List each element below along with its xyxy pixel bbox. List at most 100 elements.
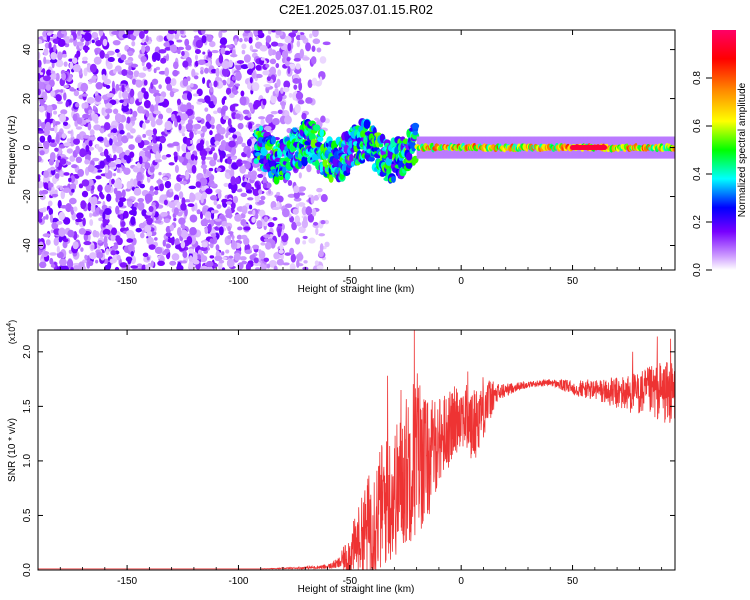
colorbar-gradient [712,30,736,270]
spectrogram-cell [110,233,116,242]
snr-x-axis: -150 -100 -50 0 50 [59,330,663,587]
spectrogram-cell [205,188,213,195]
spectrogram-cell [318,249,324,258]
spectrogram-cell [77,168,85,177]
spectrogram-cell [292,91,297,101]
spectrogram-cell [141,44,146,54]
spectrogram-cell [62,187,71,193]
spectrogram-cell [293,84,298,90]
spectrogram-cell [145,129,154,137]
spectrogram-cell [119,129,125,135]
snr-y-axis-label: SNR (10 * v/v) [7,418,18,482]
spectrogram-cell [225,249,230,254]
spectrogram-cell [173,151,178,157]
spectrogram-cell [200,66,204,71]
spectrogram-cell [281,208,290,218]
spectrogram-cell [245,263,252,270]
spectrogram-cell [244,30,251,34]
spectrogram-cell [108,162,117,168]
spectrogram-cell [272,217,278,221]
spectrogram-cell [75,145,80,155]
spectrogram-cell [292,78,301,84]
spectrogram-cell [89,252,97,260]
spectrogram-cell [194,192,203,201]
spectrogram-cell [158,84,162,90]
spectrogram-cell [91,75,98,80]
spectrogram-cell [88,179,94,186]
spectrogram-cell [59,113,66,123]
spectrogram-cell [105,108,113,114]
spectrogram-cell [278,249,284,254]
spectrogram-cell [228,59,233,68]
spectrogram-cell [150,260,154,267]
spectrogram-cell [69,155,76,162]
x-tick-label: -150 [117,276,137,287]
spectrogram-cell [169,188,173,193]
spectrogram-cell [72,113,78,122]
spectrogram-cell [316,187,323,193]
spectrogram-cell [111,80,115,90]
spectrogram-cell [80,82,89,93]
spectrogram-cell [197,59,206,65]
spectrogram-cell [130,255,137,265]
y-tick-label: -20 [22,189,33,204]
spectrogram-cell [176,39,183,43]
spectrogram-cell [42,233,51,238]
spectrogram-cell [227,118,232,127]
spectrogram-cell [213,199,218,206]
spectrogram-cell [308,237,316,244]
spectrogram-cell [53,237,59,246]
spectrogram-cell [109,137,113,146]
spectrogram-cell [288,32,297,38]
spectrogram-cell [138,222,147,229]
spectrogram-cell [287,180,293,187]
spectrogram-cell [186,76,191,82]
spectrogram-cell [138,155,143,165]
spectrogram-cell [281,50,289,59]
spectrogram-cell [202,51,206,55]
spectrogram-cell [242,32,249,37]
spectrogram-cell [411,122,420,130]
spectrogram-cell [131,41,136,47]
spectrogram-cell [296,221,302,227]
spectrogram-cell [378,143,384,148]
spectrogram-cell [241,142,246,148]
spectrogram-cell [148,205,154,213]
spectrogram-cell [88,140,93,147]
spectrogram-cell [171,240,175,246]
spectrogram-cell [302,216,308,225]
spectrogram-cell [276,258,284,266]
spectrogram-cell [225,44,233,48]
spectrogram-cell [87,164,95,173]
spectrogram-cell [144,224,152,233]
spectrogram-cell [234,214,242,222]
spectrogram-cell [131,78,137,85]
spectrogram-cell [162,239,166,247]
spectrogram-cell [112,173,117,177]
spectrogram-cell [276,200,280,208]
spectrogram-cell [46,32,52,36]
spectrogram-cell [38,180,44,189]
spectrogram-cell [139,183,146,189]
spectrogram-cell [173,194,180,202]
snr-x-axis-label: Height of straight line (km) [298,584,415,595]
spectrogram-cell [118,122,124,132]
spectrogram-cell [123,167,131,175]
x-tick-label: -100 [228,276,248,287]
spectrogram-cell [189,214,198,223]
spectrogram-cell [179,175,186,179]
spectrogram-cell [228,140,236,148]
spectrogram-cell [71,57,78,64]
spectrogram-cell [204,67,209,74]
spectrogram-cell [137,197,145,203]
spectrogram-cell [172,141,180,147]
spectrogram-cell [79,148,87,158]
spectrogram-cell [106,50,115,56]
spectrogram-cell [293,191,300,199]
spectrogram-cell [38,176,41,182]
spectrogram-cell [216,204,222,209]
spectrogram-cell [217,191,222,199]
spectrogram-cell [158,102,166,106]
spectrogram-cell [262,70,270,76]
spectrogram-cell [43,48,49,56]
